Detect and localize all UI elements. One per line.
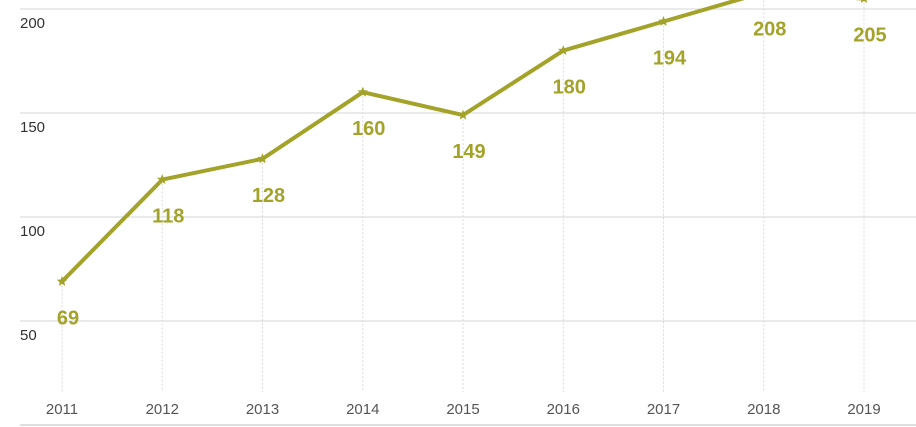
y-tick-label: 200	[20, 15, 45, 32]
star-marker	[558, 45, 569, 55]
y-tick-label: 150	[20, 119, 45, 136]
x-axis-ticks: 2011 2012 2013 2014 2015 2016 2017 2018 2019	[46, 401, 881, 418]
data-label: 160	[352, 118, 385, 140]
x-tick-label: 2019	[847, 401, 880, 418]
data-label: 208	[753, 18, 786, 40]
x-tick-label: 2015	[446, 401, 479, 418]
star-marker	[860, 0, 868, 3]
gridlines	[20, 8, 916, 322]
data-label: 194	[653, 47, 687, 69]
x-tick-label: 2017	[647, 401, 680, 418]
star-marker	[457, 109, 469, 120]
data-markers	[56, 0, 868, 286]
y-axis-ticks: 50 100 150 200	[20, 15, 45, 344]
star-marker	[257, 153, 268, 164]
star-marker	[157, 174, 168, 184]
data-label: 118	[152, 206, 184, 228]
data-label: 69	[57, 307, 79, 329]
data-label: 180	[553, 77, 586, 99]
data-labels: 69 118 128 160 149 180 194 208 205	[57, 18, 887, 329]
x-tick-label: 2018	[747, 401, 780, 418]
drop-lines	[61, 0, 865, 392]
data-label: 205	[853, 25, 886, 47]
data-label: 128	[252, 185, 285, 207]
x-tick-label: 2013	[246, 401, 279, 418]
y-tick-label: 50	[20, 327, 37, 344]
x-tick-label: 2011	[46, 401, 78, 418]
data-label: 149	[452, 141, 485, 163]
star-marker	[357, 86, 368, 97]
star-marker	[56, 276, 68, 286]
x-tick-label: 2016	[547, 401, 580, 418]
x-tick-label: 2012	[146, 401, 179, 418]
y-tick-label: 100	[20, 223, 45, 240]
star-marker	[658, 16, 669, 26]
x-tick-label: 2014	[346, 401, 379, 418]
